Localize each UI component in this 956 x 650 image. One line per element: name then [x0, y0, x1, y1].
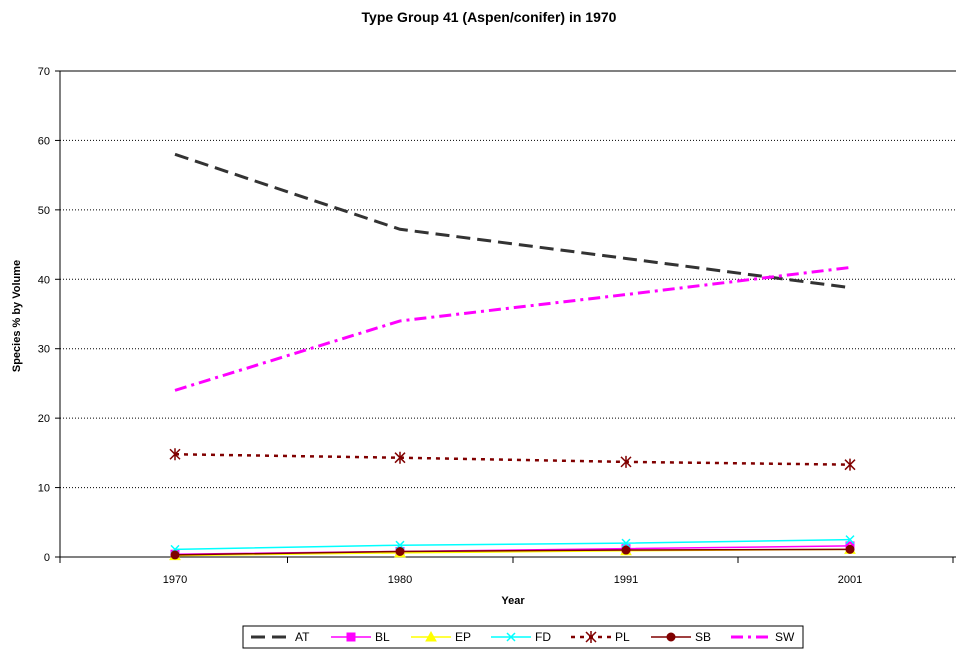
data-point-pl	[394, 451, 406, 464]
y-tick-label: 70	[38, 66, 50, 78]
legend-item-ep: EP	[411, 630, 471, 644]
legend-item-bl: BL	[331, 630, 390, 644]
series-sb	[170, 544, 855, 560]
legend-marker	[666, 632, 676, 642]
x-tick-label: 1980	[388, 574, 412, 586]
data-point-sb	[170, 550, 180, 560]
data-point-fd	[621, 538, 631, 548]
legend-label: AT	[295, 630, 310, 644]
data-point-sb	[621, 545, 631, 555]
chart-title: Type Group 41 (Aspen/conifer) in 1970	[362, 9, 617, 25]
legend: AT BL EP FD PL SB SW	[242, 625, 804, 649]
legend-item-pl: PL	[571, 630, 630, 644]
legend-label: FD	[535, 630, 551, 644]
legend-marker	[425, 630, 437, 642]
series-line-sw	[174, 265, 851, 392]
data-point-sb	[395, 546, 405, 556]
legend-label: EP	[455, 630, 471, 644]
y-tick-label: 20	[38, 413, 50, 425]
gridlines	[60, 70, 956, 489]
data-point-pl	[620, 455, 632, 468]
x-axis-label: Year	[501, 595, 525, 607]
data-point-sb	[845, 544, 855, 554]
series-line-fd	[174, 538, 851, 551]
y-tick-label: 30	[38, 344, 50, 356]
x-tick-label: 1970	[163, 574, 187, 586]
y-tick-label: 0	[44, 552, 50, 564]
series-line-sb	[174, 548, 851, 556]
legend-item-fd: FD	[491, 630, 551, 644]
series-pl	[169, 448, 856, 471]
y-tick-label: 60	[38, 135, 50, 147]
series-line-at	[174, 152, 851, 290]
data-point-fd	[845, 535, 855, 545]
x-tick-label: 1991	[614, 574, 638, 586]
axes: 0 10 20 30 40 50 60 70 1970 1980 1991 2001	[38, 66, 956, 586]
legend-label: SB	[695, 630, 711, 644]
y-tick-label: 10	[38, 483, 50, 495]
series-line-pl	[174, 452, 851, 466]
legend-item-sw: SW	[731, 630, 795, 644]
legend-item-sb: SB	[651, 630, 711, 644]
legend-item-at: AT	[251, 630, 310, 644]
y-tick-label: 50	[38, 205, 50, 217]
series-at	[174, 152, 851, 290]
series-layer	[169, 152, 856, 561]
data-point-pl	[844, 458, 856, 471]
y-tick-label: 40	[38, 274, 50, 286]
series-sw	[174, 265, 851, 392]
legend-marker	[346, 632, 356, 642]
y-axis-label: Species % by Volume	[11, 260, 23, 372]
legend-marker	[506, 632, 516, 642]
legend-label: SW	[775, 630, 795, 644]
legend-label: PL	[615, 630, 630, 644]
x-tick-label: 2001	[838, 574, 862, 586]
legend-marker	[585, 631, 597, 643]
data-point-pl	[169, 448, 181, 461]
legend-label: BL	[375, 630, 390, 644]
